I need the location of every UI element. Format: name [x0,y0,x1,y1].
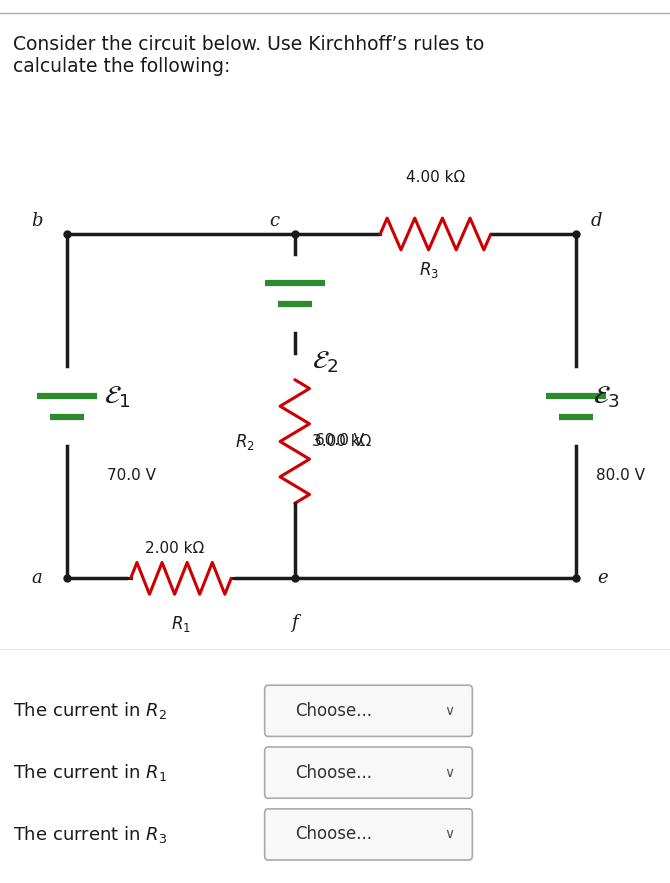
Text: $\mathcal{E}_2$: $\mathcal{E}_2$ [312,350,338,374]
Text: The current in $R_2$: The current in $R_2$ [13,700,168,721]
Text: The current in $R_3$: The current in $R_3$ [13,824,168,845]
Text: b: b [31,212,43,230]
FancyBboxPatch shape [265,747,472,798]
Text: e: e [598,570,608,587]
Text: Choose...: Choose... [295,764,372,781]
Text: ∨: ∨ [444,827,454,841]
Text: f: f [291,614,298,631]
Text: $R_3$: $R_3$ [419,260,439,281]
Text: d: d [590,212,602,230]
Text: The current in $R_1$: The current in $R_1$ [13,762,168,783]
Text: 2.00 kΩ: 2.00 kΩ [145,541,204,556]
Text: c: c [269,212,280,230]
Text: Choose...: Choose... [295,826,372,843]
Text: ∨: ∨ [444,704,454,718]
Text: 70.0 V: 70.0 V [107,468,156,483]
Text: 60.0 V: 60.0 V [315,433,364,448]
Text: a: a [31,570,42,587]
Text: Consider the circuit below. Use Kirchhoff’s rules to
calculate the following:: Consider the circuit below. Use Kirchhof… [13,35,484,76]
Text: Choose...: Choose... [295,702,372,720]
FancyBboxPatch shape [265,685,472,736]
Text: 4.00 kΩ: 4.00 kΩ [406,170,465,185]
Text: 3.00 kΩ: 3.00 kΩ [312,434,371,449]
Text: $\mathcal{E}_3$: $\mathcal{E}_3$ [593,385,620,410]
FancyBboxPatch shape [265,809,472,860]
Text: 80.0 V: 80.0 V [596,468,645,483]
Text: $R_2$: $R_2$ [234,432,255,451]
Text: $R_1$: $R_1$ [171,614,191,634]
Text: $\mathcal{E}_1$: $\mathcal{E}_1$ [104,385,131,410]
Text: ∨: ∨ [444,766,454,780]
